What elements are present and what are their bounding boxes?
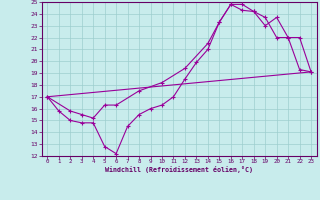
X-axis label: Windchill (Refroidissement éolien,°C): Windchill (Refroidissement éolien,°C) xyxy=(105,166,253,173)
